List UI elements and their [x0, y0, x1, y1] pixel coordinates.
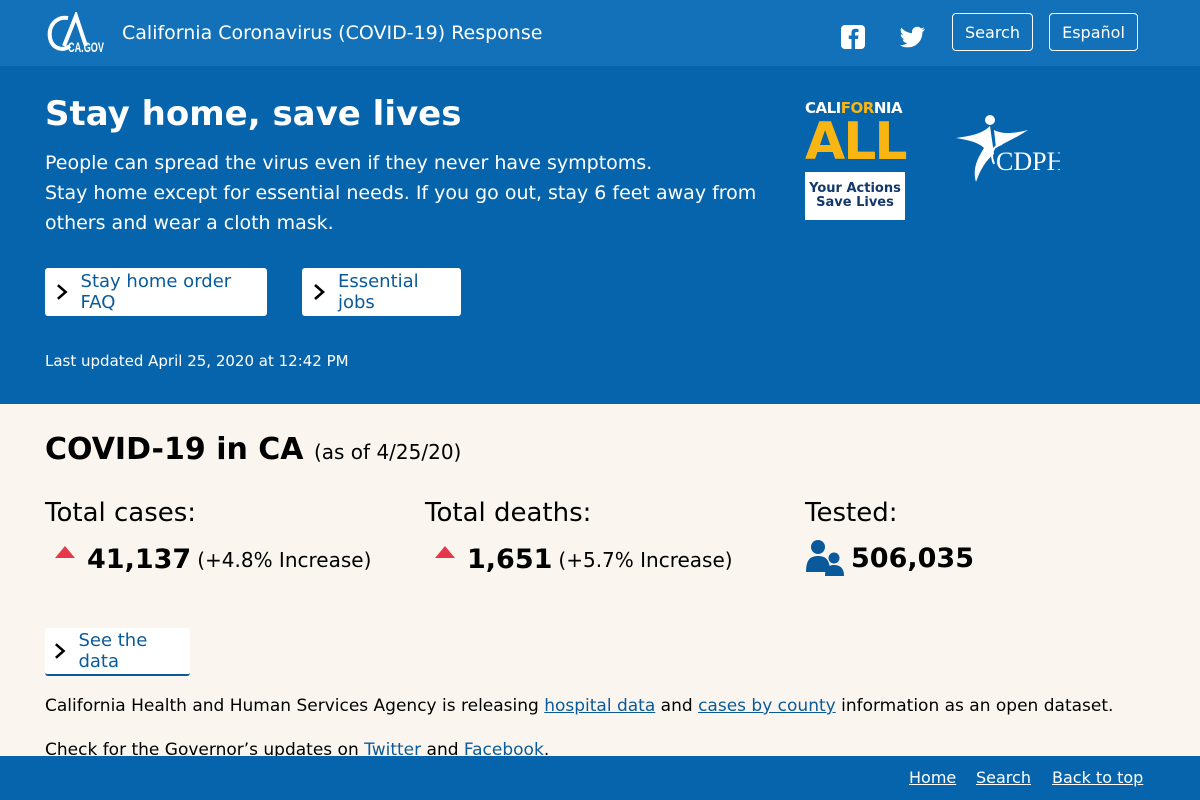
- stay-home-faq-label: Stay home order FAQ: [80, 271, 232, 313]
- total-cases-change: (+4.8% Increase): [197, 547, 372, 572]
- people-icon: [806, 540, 844, 576]
- open-data-paragraph: California Health and Human Services Age…: [45, 696, 1113, 716]
- ca-part-2: NIA: [873, 99, 903, 117]
- last-updated-text: Last updated April 25, 2020 at 12:42 PM: [45, 352, 349, 370]
- hero-line-1: People can spread the virus even if they…: [45, 152, 653, 174]
- california-all-badge[interactable]: CALIFORNIA ALL Your Actions Save Lives: [805, 100, 908, 220]
- hero-description: People can spread the virus even if they…: [45, 148, 765, 238]
- sticky-footer: Home Search Back to top: [0, 756, 1200, 800]
- total-deaths-change: (+5.7% Increase): [558, 547, 733, 572]
- chevron-right-icon: [55, 643, 66, 659]
- total-cases-stat: Total cases: 41,137 (+4.8% Increase): [45, 498, 371, 575]
- see-the-data-button[interactable]: See the data: [45, 628, 190, 676]
- total-deaths-value: 1,651: [467, 544, 553, 575]
- total-deaths-stat: Total deaths: 1,651 (+5.7% Increase): [425, 498, 733, 575]
- facebook-link[interactable]: Facebook: [463, 740, 544, 760]
- essential-jobs-label: Essential jobs: [337, 271, 419, 313]
- governor-updates-paragraph: Check for the Governor’s updates on Twit…: [45, 740, 549, 760]
- para2-text-mid: and: [421, 740, 464, 760]
- chevron-right-icon: [57, 284, 68, 300]
- facebook-icon[interactable]: [840, 24, 866, 50]
- para2-text-before: Check for the Governor’s updates on: [45, 740, 365, 760]
- ca-gov-logo[interactable]: CA.GOV: [46, 10, 106, 55]
- california-wordmark: CALIFORNIA: [805, 100, 905, 116]
- header-search-button[interactable]: Search: [952, 13, 1033, 51]
- tested-label: Tested:: [805, 498, 898, 528]
- stay-home-faq-button[interactable]: Stay home order FAQ: [45, 268, 267, 316]
- twitter-icon[interactable]: [898, 24, 925, 50]
- para1-text-before: California Health and Human Services Age…: [45, 696, 545, 716]
- all-wordmark: ALL: [805, 112, 908, 172]
- hero-banner: Stay home, save lives People can spread …: [0, 66, 1200, 404]
- site-title[interactable]: California Coronavirus (COVID-19) Respon…: [122, 22, 543, 44]
- actions-line-2: Save Lives: [816, 195, 894, 210]
- essential-jobs-button[interactable]: Essential jobs: [302, 268, 461, 316]
- hero-line-3: others and wear a cloth mask.: [45, 212, 334, 234]
- actions-line-1: Your Actions: [809, 181, 901, 196]
- cdph-text: CDPH: [996, 147, 1060, 176]
- your-actions-box: Your Actions Save Lives: [805, 172, 905, 220]
- tested-value: 506,035: [851, 542, 974, 574]
- twitter-link[interactable]: Twitter: [364, 740, 422, 760]
- ca-part-1: CALI: [805, 99, 841, 117]
- increase-arrow-icon: [435, 545, 455, 558]
- tested-stat: Tested: 506,035: [805, 498, 974, 578]
- increase-arrow-icon: [55, 545, 75, 558]
- covid-ca-title: COVID-19 in CA: [45, 432, 304, 467]
- see-the-data-label: See the data: [78, 630, 148, 672]
- ca-for: FOR: [840, 99, 875, 117]
- total-deaths-label: Total deaths:: [425, 498, 592, 528]
- total-cases-value: 41,137: [87, 544, 192, 575]
- hospital-data-link[interactable]: hospital data: [544, 696, 656, 716]
- covid-ca-heading: COVID-19 in CA (as of 4/25/20): [45, 432, 461, 467]
- para1-text-mid: and: [655, 696, 699, 716]
- site-header: CA.GOV California Coronavirus (COVID-19)…: [0, 0, 1200, 66]
- hero-title: Stay home, save lives: [45, 94, 462, 134]
- total-cases-label: Total cases:: [45, 498, 197, 528]
- para1-text-after: information as an open dataset.: [835, 696, 1114, 716]
- logo-text: CA.GOV: [68, 39, 104, 54]
- cases-by-county-link[interactable]: cases by county: [698, 696, 836, 716]
- as-of-date: (as of 4/25/20): [313, 440, 462, 464]
- para2-text-after: .: [543, 740, 550, 760]
- footer-home-link[interactable]: Home: [909, 768, 957, 787]
- hero-line-2: Stay home except for essential needs. If…: [45, 182, 757, 204]
- chevron-right-icon: [314, 284, 325, 300]
- footer-search-link[interactable]: Search: [976, 768, 1031, 787]
- language-toggle-button[interactable]: Español: [1049, 13, 1138, 51]
- footer-back-to-top-link[interactable]: Back to top: [1052, 768, 1144, 787]
- cdph-logo[interactable]: CDPH: [950, 104, 1066, 186]
